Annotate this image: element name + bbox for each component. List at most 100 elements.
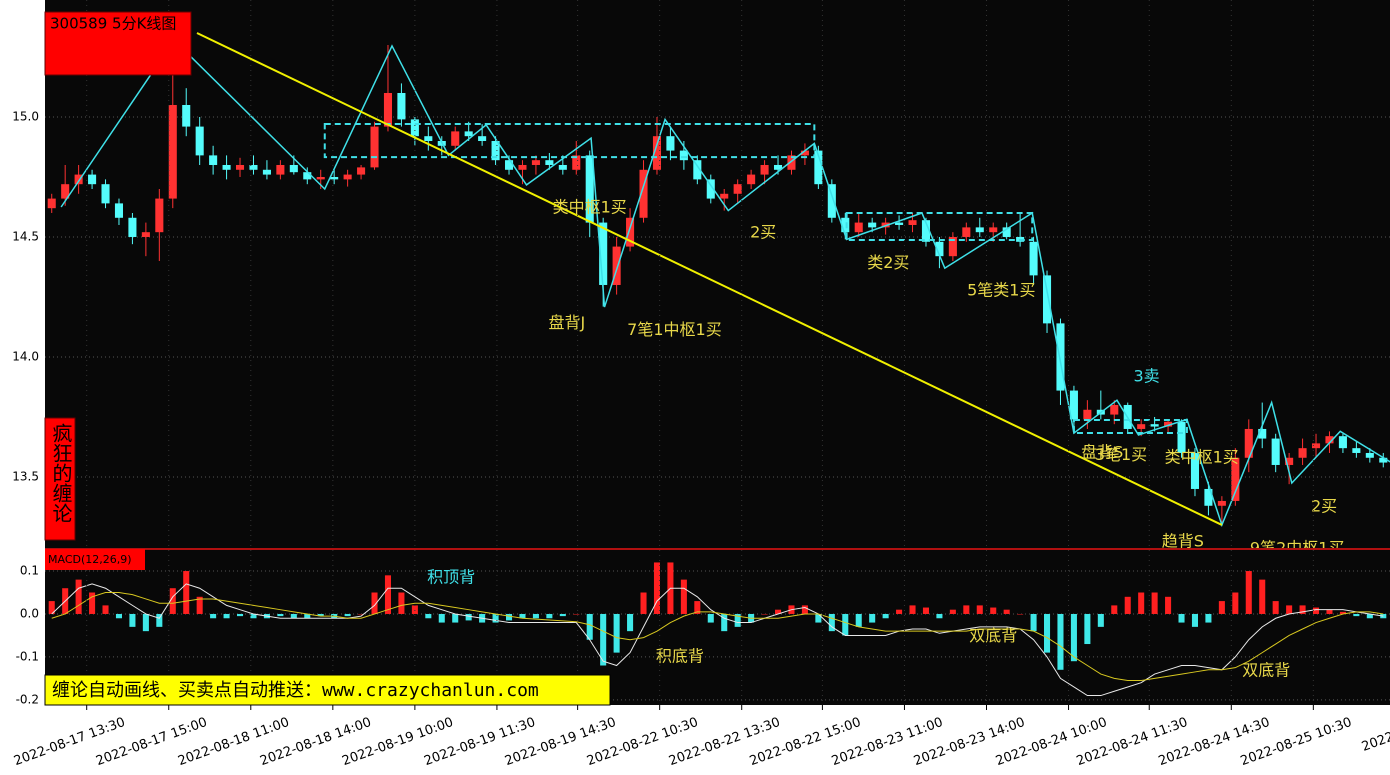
candle-body: [478, 136, 487, 141]
candle-body: [787, 155, 796, 170]
candle-body: [652, 136, 662, 170]
candle-body: [518, 164, 527, 170]
candle-body: [693, 160, 702, 180]
candle-body: [410, 119, 419, 137]
candle-body: [1365, 452, 1374, 458]
macd-bar: [680, 579, 687, 614]
macd-bar: [1017, 613, 1024, 615]
candle-body: [895, 222, 904, 225]
annotation: 2买: [750, 222, 776, 241]
candle-body: [47, 198, 56, 209]
candle-body: [491, 140, 500, 161]
side-label-box: [44, 417, 76, 541]
macd-title-box: [45, 549, 145, 570]
macd-bar: [1191, 613, 1199, 627]
macd-bar: [196, 596, 203, 614]
candle-body: [599, 222, 608, 285]
macd-bar: [653, 562, 661, 614]
annotation: 2买: [1311, 496, 1337, 515]
candle-body: [451, 131, 460, 146]
candle-body: [545, 160, 554, 165]
candle-body: [1110, 404, 1119, 415]
candle-body: [182, 104, 191, 127]
macd-bar: [317, 613, 324, 617]
macd-bar: [1097, 613, 1104, 627]
candle-body: [1190, 452, 1200, 489]
macd-bar: [277, 613, 284, 617]
macd-bar: [976, 605, 983, 614]
candle-body: [330, 176, 339, 180]
macd-bar: [1165, 596, 1172, 614]
candle-body: [531, 160, 540, 165]
candle-body: [962, 227, 971, 237]
candle-body: [1204, 488, 1213, 506]
candle-body: [841, 217, 850, 233]
macd-title: MACD(12,26,9): [48, 553, 132, 566]
candle-body: [1244, 428, 1253, 458]
macd-bar: [694, 601, 701, 614]
macd-bar: [142, 613, 149, 632]
macd-bar: [1111, 605, 1118, 614]
candle-body: [1069, 390, 1078, 420]
macd-bar: [1353, 613, 1360, 617]
candle-body: [1258, 428, 1267, 439]
candle-body: [343, 174, 352, 180]
macd-bar: [842, 613, 849, 636]
candle-body: [1177, 421, 1186, 453]
macd-bar: [909, 605, 916, 614]
candle-body: [128, 217, 137, 237]
candle-body: [209, 155, 218, 165]
candle-body: [424, 136, 433, 141]
macd-bar: [586, 613, 593, 640]
macd-bar: [1030, 613, 1037, 632]
candle-body: [303, 172, 312, 180]
candle-body: [1231, 457, 1240, 501]
candle-body: [585, 155, 594, 223]
candle-body: [975, 227, 984, 233]
candle-body: [706, 179, 715, 199]
y-tick-label: 15.0: [12, 109, 39, 123]
trend-line: [196, 32, 1223, 526]
candle-body: [1002, 227, 1011, 237]
candle-body: [101, 184, 110, 204]
annotation: 类2买: [867, 253, 909, 272]
macd-bar: [855, 613, 862, 627]
macd-line: [51, 583, 1384, 697]
candle-body: [88, 174, 97, 185]
candle-body: [370, 126, 379, 168]
annotation: 类中枢1买: [1165, 447, 1239, 466]
macd-bar: [1218, 601, 1225, 614]
macd-bar: [384, 575, 392, 614]
macd-bar: [304, 613, 311, 619]
side-label: 疯狂的缠论: [49, 423, 73, 523]
macd-bar: [1326, 609, 1333, 614]
macd-bar: [896, 609, 903, 614]
macd-bar: [627, 613, 634, 632]
candle-body: [639, 169, 648, 218]
macd-bar: [1286, 605, 1293, 614]
candle-body: [61, 184, 70, 199]
macd-bar: [922, 607, 930, 614]
candle-body: [868, 222, 877, 228]
candle-body: [1042, 275, 1052, 324]
macd-bar: [600, 613, 607, 666]
macd-bar: [223, 613, 230, 619]
candle-body: [1083, 409, 1092, 420]
macd-bar: [882, 613, 889, 619]
candle-body: [1285, 457, 1294, 465]
candle-body: [397, 92, 406, 120]
annotation: 类中枢1买: [553, 198, 627, 217]
macd-bar: [559, 613, 566, 617]
candle-body: [679, 150, 688, 161]
macd-bar: [438, 613, 445, 623]
candle-body: [733, 184, 742, 194]
candle-body: [1352, 448, 1361, 453]
hub-box: [1072, 418, 1188, 435]
candle-body: [989, 227, 998, 233]
candle-body: [1338, 436, 1347, 449]
annotation: 5笔类1买: [967, 280, 1035, 299]
macd-bar: [371, 592, 378, 614]
macd-bar: [1299, 605, 1306, 614]
